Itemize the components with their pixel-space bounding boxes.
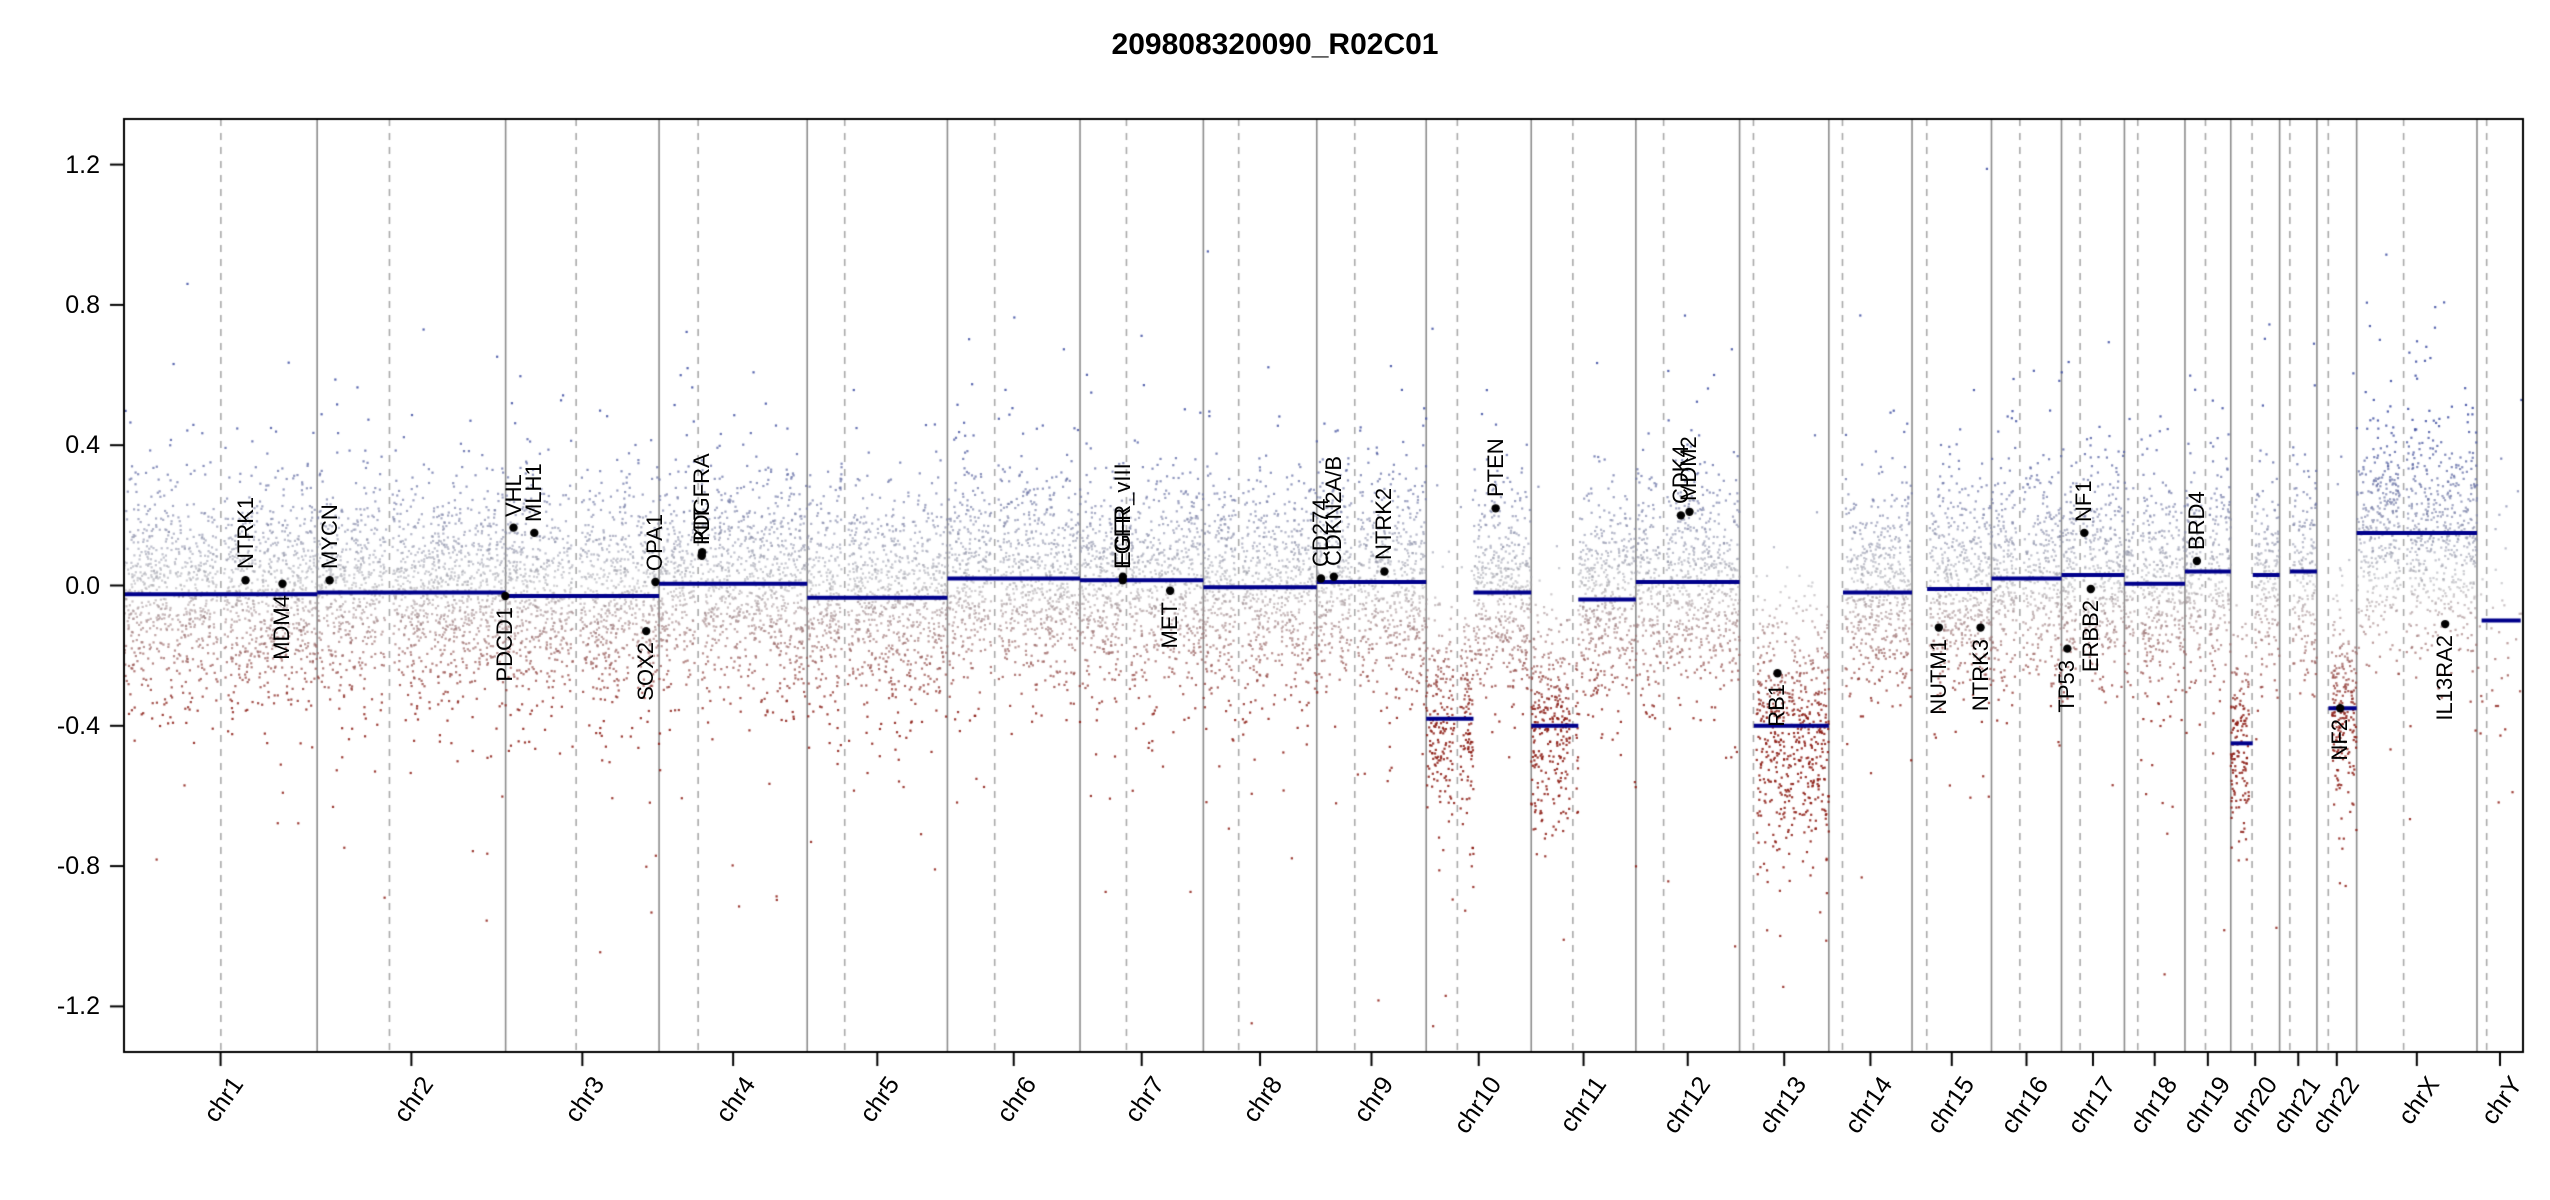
cnv-plot-figure: 209808320090_R02C01 1.20.80.40.0-0.4-0.8… [0, 0, 2550, 1200]
cnv-scatter-canvas [0, 0, 2550, 1200]
